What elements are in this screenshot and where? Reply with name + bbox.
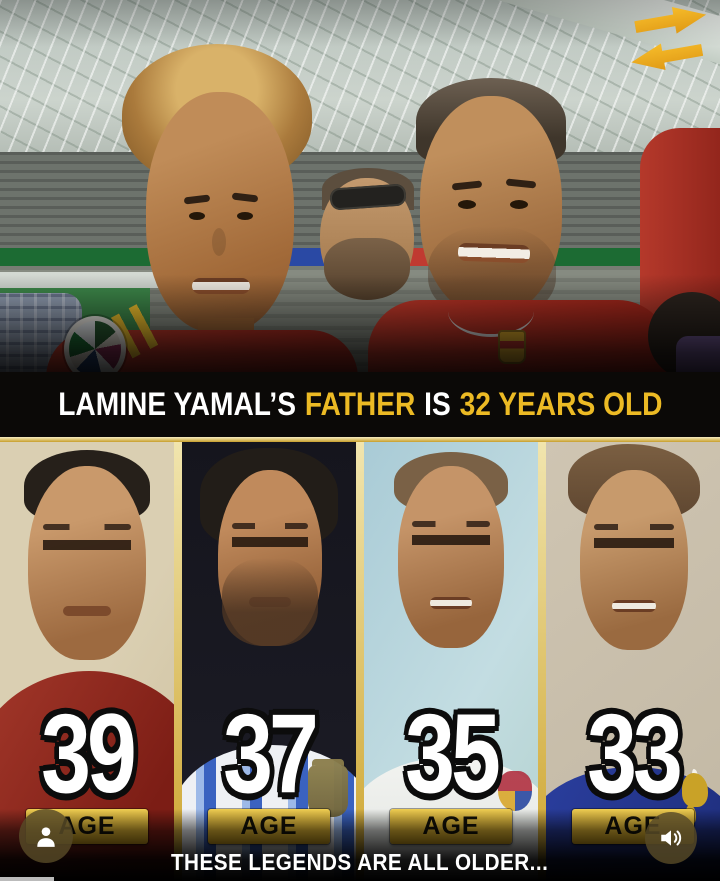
tagged-people-icon xyxy=(37,827,55,847)
age-number: 35 xyxy=(405,691,501,816)
headline-seg-gold: 32 YEARS OLD xyxy=(459,386,663,422)
audio-on-icon xyxy=(661,830,682,846)
tagged-people-button[interactable] xyxy=(19,809,73,863)
player-mouth xyxy=(612,599,656,612)
player-face xyxy=(28,466,146,660)
player-eyes xyxy=(231,536,309,547)
headline-seg-gold: FATHER xyxy=(304,386,416,422)
player-eyes xyxy=(594,538,674,549)
caption-text: THESE LEGENDS ARE ALL OLDER... xyxy=(171,849,549,875)
gold-divider-top xyxy=(0,437,720,442)
headline-text: LAMINE YAMAL’S FATHER IS 32 YEARS OLD xyxy=(53,386,666,423)
afa-crest xyxy=(308,765,348,817)
headline-seg-white: IS xyxy=(423,386,451,422)
player-face xyxy=(398,466,504,648)
caption-bar: THESE LEGENDS ARE ALL OLDER... xyxy=(0,809,720,881)
player-mouth xyxy=(63,605,111,616)
video-progress-bar[interactable] xyxy=(0,877,54,881)
player-brows xyxy=(231,522,309,529)
headline-banner: LAMINE YAMAL’S FATHER IS 32 YEARS OLD xyxy=(0,372,720,437)
france-rooster-crest xyxy=(682,773,708,807)
audio-button[interactable] xyxy=(645,812,697,864)
age-number: 39 xyxy=(41,691,137,816)
player-eyes xyxy=(43,539,131,550)
barcelona-crest xyxy=(498,771,532,811)
player-brows xyxy=(594,524,674,530)
headline-seg-white: LAMINE YAMAL’S xyxy=(57,386,296,422)
player-eyes xyxy=(411,535,491,546)
age-number: 33 xyxy=(587,691,683,816)
arrow-left-icon xyxy=(629,37,705,76)
player-beard xyxy=(222,558,318,646)
player-brows xyxy=(411,520,491,527)
age-number: 37 xyxy=(223,691,319,816)
player-brows xyxy=(43,524,131,531)
player-face xyxy=(580,470,688,650)
photo-fade-overlay xyxy=(0,0,720,392)
player-panel-lewandowski: 35 AGE xyxy=(364,442,538,881)
player-mouth xyxy=(429,597,473,610)
header-photo xyxy=(0,0,720,392)
